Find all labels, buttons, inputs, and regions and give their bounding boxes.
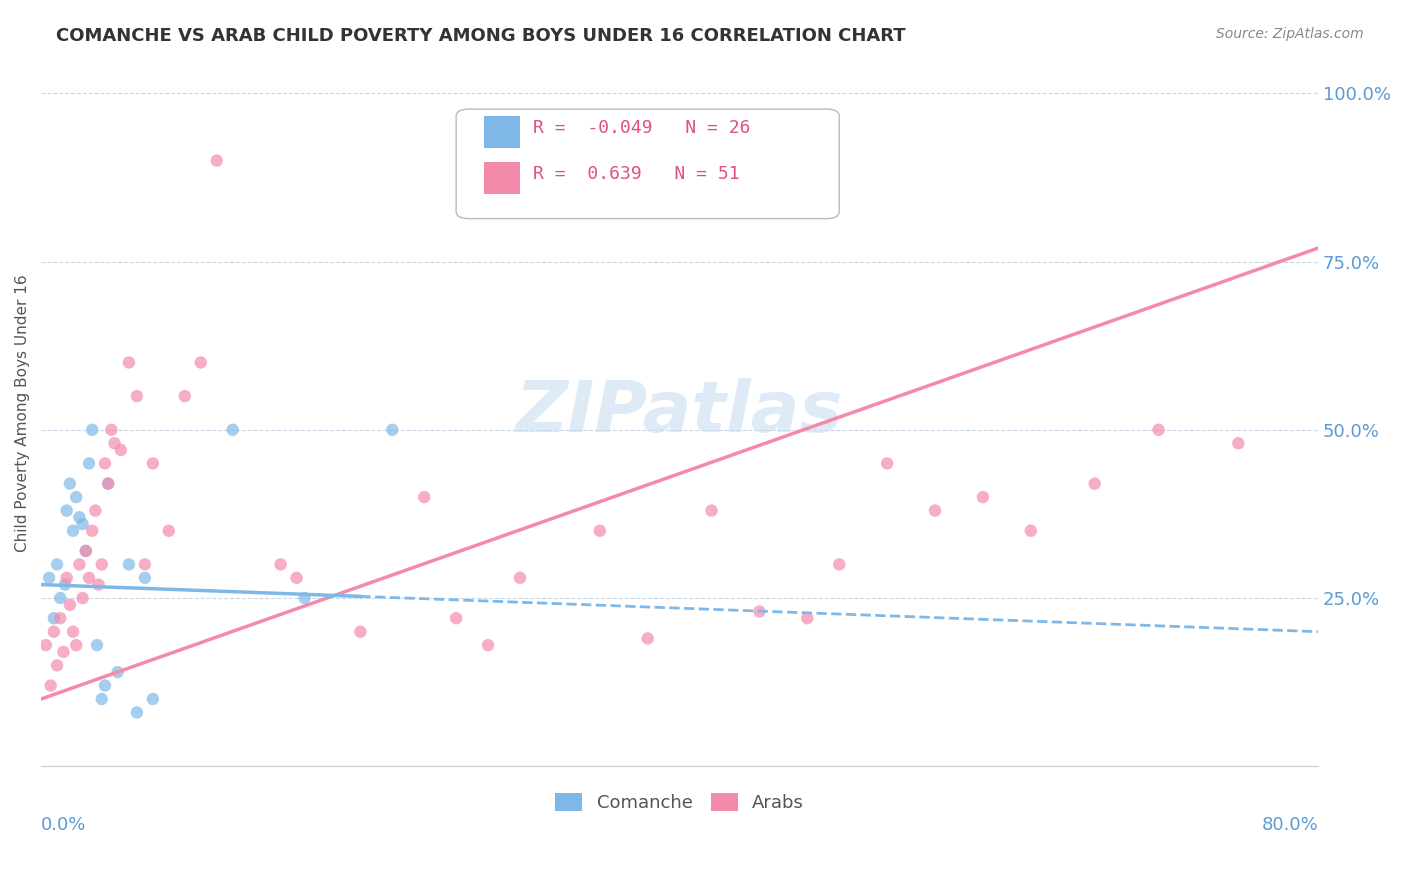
Point — [796, 611, 818, 625]
Point — [72, 591, 94, 605]
Point — [413, 490, 436, 504]
Point — [49, 611, 72, 625]
Point — [110, 442, 132, 457]
Point — [59, 598, 82, 612]
Point — [134, 571, 156, 585]
Point — [100, 423, 122, 437]
Point — [509, 571, 531, 585]
Text: COMANCHE VS ARAB CHILD POVERTY AMONG BOYS UNDER 16 CORRELATION CHART: COMANCHE VS ARAB CHILD POVERTY AMONG BOY… — [56, 27, 905, 45]
Point — [157, 524, 180, 538]
Point — [828, 558, 851, 572]
Point — [77, 457, 100, 471]
Point — [221, 423, 243, 437]
Text: Source: ZipAtlas.com: Source: ZipAtlas.com — [1216, 27, 1364, 41]
Point — [1227, 436, 1250, 450]
Point — [118, 355, 141, 369]
Point — [46, 558, 69, 572]
Point — [42, 624, 65, 639]
Text: 80.0%: 80.0% — [1261, 816, 1319, 834]
Point — [142, 692, 165, 706]
Point — [142, 457, 165, 471]
Point — [35, 638, 58, 652]
Point — [42, 611, 65, 625]
Point — [190, 355, 212, 369]
Point — [477, 638, 499, 652]
Point — [173, 389, 195, 403]
Point — [270, 558, 292, 572]
Point — [55, 571, 77, 585]
Point — [876, 457, 898, 471]
Point — [1147, 423, 1170, 437]
Point — [38, 571, 60, 585]
Point — [97, 476, 120, 491]
Point — [65, 490, 87, 504]
Bar — [484, 116, 520, 148]
Point — [972, 490, 994, 504]
Point — [86, 638, 108, 652]
Point — [97, 476, 120, 491]
Point — [125, 706, 148, 720]
Text: ZIPatlas: ZIPatlas — [516, 378, 844, 448]
Point — [65, 638, 87, 652]
Point — [82, 423, 104, 437]
Point — [52, 645, 75, 659]
Point — [94, 679, 117, 693]
Point — [589, 524, 612, 538]
Point — [90, 692, 112, 706]
FancyBboxPatch shape — [456, 109, 839, 219]
Point — [77, 571, 100, 585]
Y-axis label: Child Poverty Among Boys Under 16: Child Poverty Among Boys Under 16 — [15, 274, 30, 552]
Point — [72, 516, 94, 531]
Point — [67, 558, 90, 572]
Point — [125, 389, 148, 403]
Point — [748, 605, 770, 619]
Point — [94, 457, 117, 471]
Point — [90, 558, 112, 572]
Point — [82, 524, 104, 538]
Point — [53, 577, 76, 591]
Point — [84, 503, 107, 517]
Point — [205, 153, 228, 168]
Point — [55, 503, 77, 517]
Point — [285, 571, 308, 585]
Point — [75, 544, 97, 558]
Point — [349, 624, 371, 639]
Text: R =  -0.049   N = 26: R = -0.049 N = 26 — [533, 120, 751, 137]
Point — [118, 558, 141, 572]
Text: 0.0%: 0.0% — [41, 816, 87, 834]
Point — [87, 577, 110, 591]
Bar — [484, 162, 520, 194]
Point — [924, 503, 946, 517]
Point — [444, 611, 467, 625]
Point — [134, 558, 156, 572]
Point — [381, 423, 404, 437]
Legend: Comanche, Arabs: Comanche, Arabs — [546, 783, 813, 821]
Point — [62, 524, 84, 538]
Point — [75, 544, 97, 558]
Text: R =  0.639   N = 51: R = 0.639 N = 51 — [533, 165, 740, 183]
Point — [107, 665, 129, 679]
Point — [700, 503, 723, 517]
Point — [103, 436, 125, 450]
Point — [1084, 476, 1107, 491]
Point — [637, 632, 659, 646]
Point — [1019, 524, 1042, 538]
Point — [46, 658, 69, 673]
Point — [67, 510, 90, 524]
Point — [294, 591, 316, 605]
Point — [62, 624, 84, 639]
Point — [39, 679, 62, 693]
Point — [59, 476, 82, 491]
Point — [49, 591, 72, 605]
